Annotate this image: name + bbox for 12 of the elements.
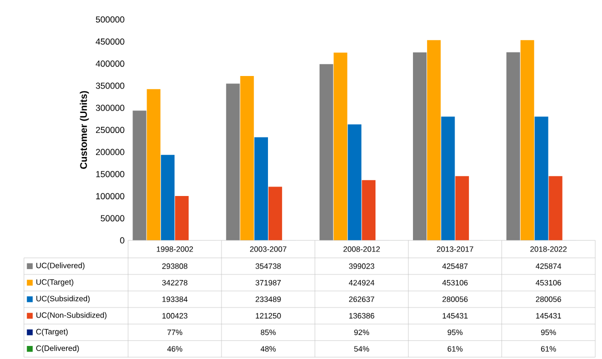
y-tick-label: 400000 [96,60,124,67]
y-tick-label: 350000 [96,82,124,89]
y-tick-label: 500000 [96,16,124,23]
y-tick-label: 100000 [96,193,124,200]
y-axis-title: Customer (Units) [80,91,89,169]
y-tick-label: 0 [120,237,124,244]
y-tick-label: 450000 [96,38,124,45]
y-tick-label: 150000 [96,170,124,178]
y-tick-label: 50000 [100,215,124,222]
y-tick-label: 250000 [96,126,124,133]
y-tick-label: 300000 [96,104,124,111]
y-tick-label: 200000 [96,148,124,156]
